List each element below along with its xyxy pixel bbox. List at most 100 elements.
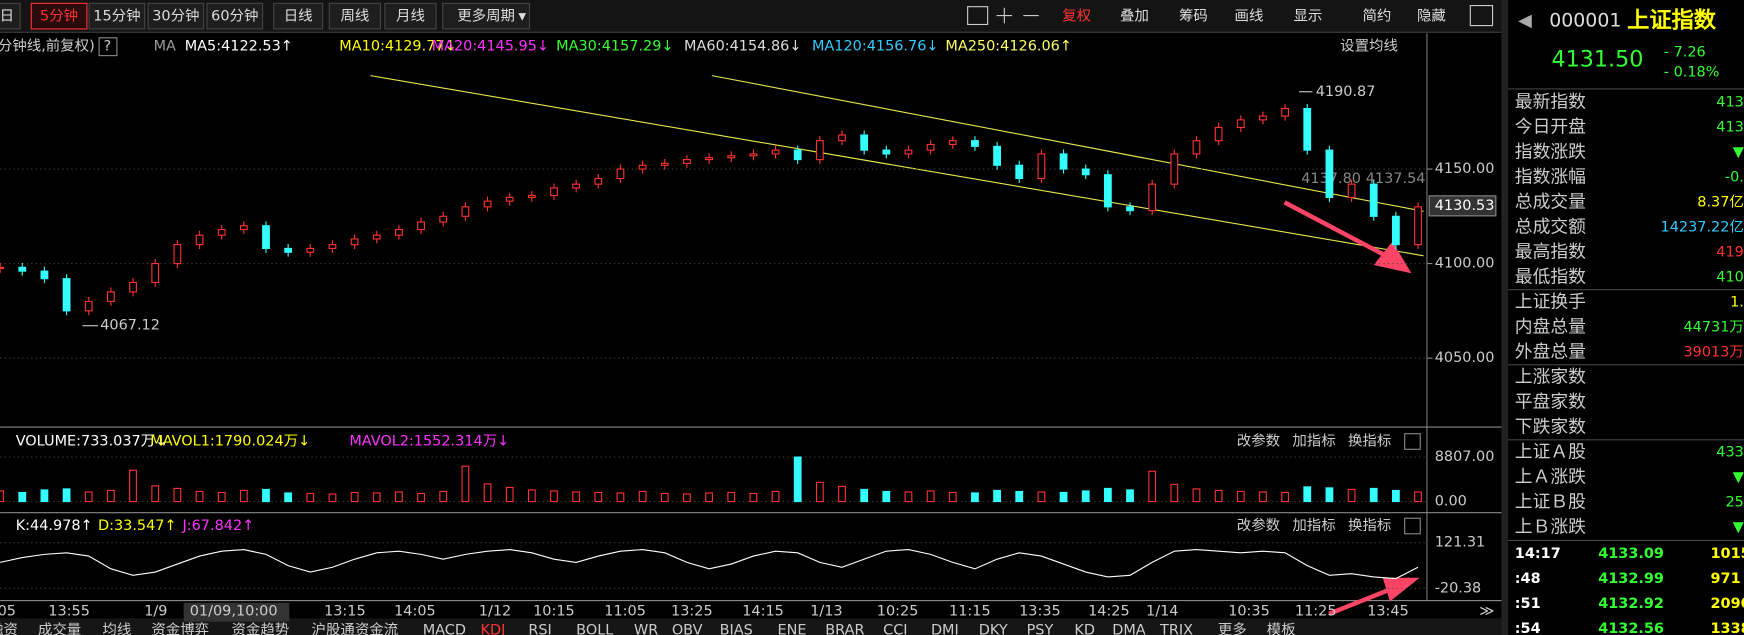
volume-bar xyxy=(771,490,780,503)
candle xyxy=(1148,183,1157,212)
candle xyxy=(616,168,625,180)
panel-button[interactable]: 改参数 xyxy=(1237,517,1281,534)
tab-box[interactable] xyxy=(88,2,146,30)
bottom-tab[interactable]: 更多 xyxy=(1218,622,1247,635)
bottom-tab[interactable]: 成交量 xyxy=(38,621,81,635)
volume-bar xyxy=(84,491,93,503)
tab-box[interactable] xyxy=(328,2,382,30)
panel-button[interactable]: 加指标 xyxy=(1292,432,1335,449)
cursor-date-box xyxy=(183,602,290,622)
candle xyxy=(505,196,514,202)
tab-box[interactable] xyxy=(273,2,324,30)
quote-value: 1. xyxy=(1730,294,1744,310)
bottom-tab[interactable]: OBV xyxy=(672,623,703,635)
bottom-tab[interactable]: KD xyxy=(1074,623,1095,635)
bottom-tab[interactable]: BOLL xyxy=(576,623,613,635)
close-box[interactable] xyxy=(1404,517,1421,535)
quote-value: 14237.22亿 xyxy=(1661,218,1744,235)
panel-button[interactable]: 改参数 xyxy=(1237,432,1281,449)
bottom-tab[interactable]: DKY xyxy=(979,623,1008,635)
close-box[interactable] xyxy=(1404,433,1421,450)
tab-box[interactable] xyxy=(384,2,437,30)
toolbar-button[interactable]: 简约 xyxy=(1362,8,1391,25)
quote-label: 外盘总量 xyxy=(1515,342,1586,363)
tab[interactable]: 60分钟 xyxy=(211,8,258,25)
help-box[interactable] xyxy=(98,37,118,57)
bottom-tab[interactable]: BIAS xyxy=(720,623,753,635)
quote-value: 413 xyxy=(1716,94,1744,110)
tab[interactable]: 5分钟 xyxy=(40,8,78,25)
scroll-button[interactable]: ≫ xyxy=(1479,604,1494,620)
bottom-tab[interactable]: DMA xyxy=(1112,623,1146,635)
toolbar-button[interactable]: 显示 xyxy=(1293,9,1322,25)
tab-box[interactable] xyxy=(0,2,21,30)
tab[interactable]: 15分钟 xyxy=(93,8,140,25)
toolbar-button[interactable]: 画线 xyxy=(1235,8,1264,25)
tab[interactable]: 30分钟 xyxy=(152,8,199,25)
back-icon[interactable]: ◀ xyxy=(1518,10,1532,31)
volume-bar xyxy=(284,492,293,503)
tab[interactable]: 更多周期 xyxy=(457,8,515,25)
volume-bar xyxy=(350,491,359,503)
toolbar-button[interactable]: 隐藏 xyxy=(1417,8,1446,25)
bottom-tab[interactable]: ENE xyxy=(777,623,806,635)
tab-box[interactable] xyxy=(442,2,531,30)
volume-bar xyxy=(727,491,736,503)
candle xyxy=(239,225,248,231)
tab[interactable]: 月线 xyxy=(396,8,425,25)
volume-bar xyxy=(993,489,1001,503)
tab[interactable]: 周线 xyxy=(340,8,369,25)
chart-caption: 分钟线,前复权) xyxy=(0,37,95,55)
volume-bar xyxy=(793,456,802,503)
bottom-tab[interactable]: DMI xyxy=(931,623,959,635)
candle xyxy=(882,149,891,155)
volume-bar xyxy=(217,491,226,503)
bottom-tab[interactable]: WR xyxy=(634,623,658,635)
bottom-tab[interactable]: PSY xyxy=(1027,623,1054,635)
bottom-tab[interactable]: 均线 xyxy=(102,622,131,635)
volume-bar xyxy=(705,492,713,503)
quote-value: 410 xyxy=(1716,269,1744,285)
bottom-tab[interactable]: 融资 xyxy=(0,622,18,635)
toolbar-button[interactable]: 叠加 xyxy=(1120,8,1149,25)
toolbar-icons[interactable] xyxy=(967,5,1494,27)
candle xyxy=(993,145,1001,166)
panel-button[interactable]: 加指标 xyxy=(1292,517,1335,534)
bottom-tab[interactable]: BRAR xyxy=(825,623,864,635)
tick-cell: 2090 xyxy=(1711,596,1744,612)
candle xyxy=(838,134,846,142)
candle xyxy=(40,270,49,280)
candle xyxy=(417,221,425,231)
volume-bar xyxy=(18,491,27,503)
candle xyxy=(1369,183,1378,217)
tab-box[interactable] xyxy=(30,2,88,30)
panel-button[interactable]: 换指标 xyxy=(1348,517,1391,534)
bottom-tab[interactable]: MACD xyxy=(423,623,466,635)
bottom-tab[interactable]: 资金趋势 xyxy=(231,622,289,635)
candle xyxy=(217,228,226,236)
panel-button[interactable]: 换指标 xyxy=(1348,432,1391,449)
candle xyxy=(1103,174,1112,208)
bottom-tab[interactable]: 沪股通资金流 xyxy=(312,622,399,635)
quote-value: 413 xyxy=(1716,119,1744,135)
volume-bar xyxy=(860,488,869,503)
toolbar-button[interactable]: 筹码 xyxy=(1179,8,1208,25)
x-tick-label: 1/9 xyxy=(144,604,167,620)
toolbar-button[interactable]: 复权 xyxy=(1062,7,1091,25)
bottom-tab[interactable]: 资金博弈 xyxy=(151,622,209,635)
settings-button[interactable]: 设置均线 xyxy=(1340,38,1398,55)
candle xyxy=(904,149,913,155)
tab[interactable]: 日 xyxy=(0,9,14,25)
candle xyxy=(18,266,27,272)
bottom-tab[interactable]: 模板 xyxy=(1267,621,1296,635)
tab[interactable]: 日线 xyxy=(284,8,313,25)
volume-bar xyxy=(483,483,492,503)
tab-box[interactable] xyxy=(147,2,205,30)
bottom-tab[interactable]: KDJ xyxy=(481,623,506,635)
candle xyxy=(284,247,293,253)
tab-box[interactable] xyxy=(206,2,264,30)
bottom-tab[interactable]: RSI xyxy=(528,623,551,635)
bottom-tab[interactable]: TRIX xyxy=(1159,623,1193,635)
bottom-tab[interactable]: CCI xyxy=(883,623,907,635)
quote-value: 8.37亿 xyxy=(1697,193,1744,210)
